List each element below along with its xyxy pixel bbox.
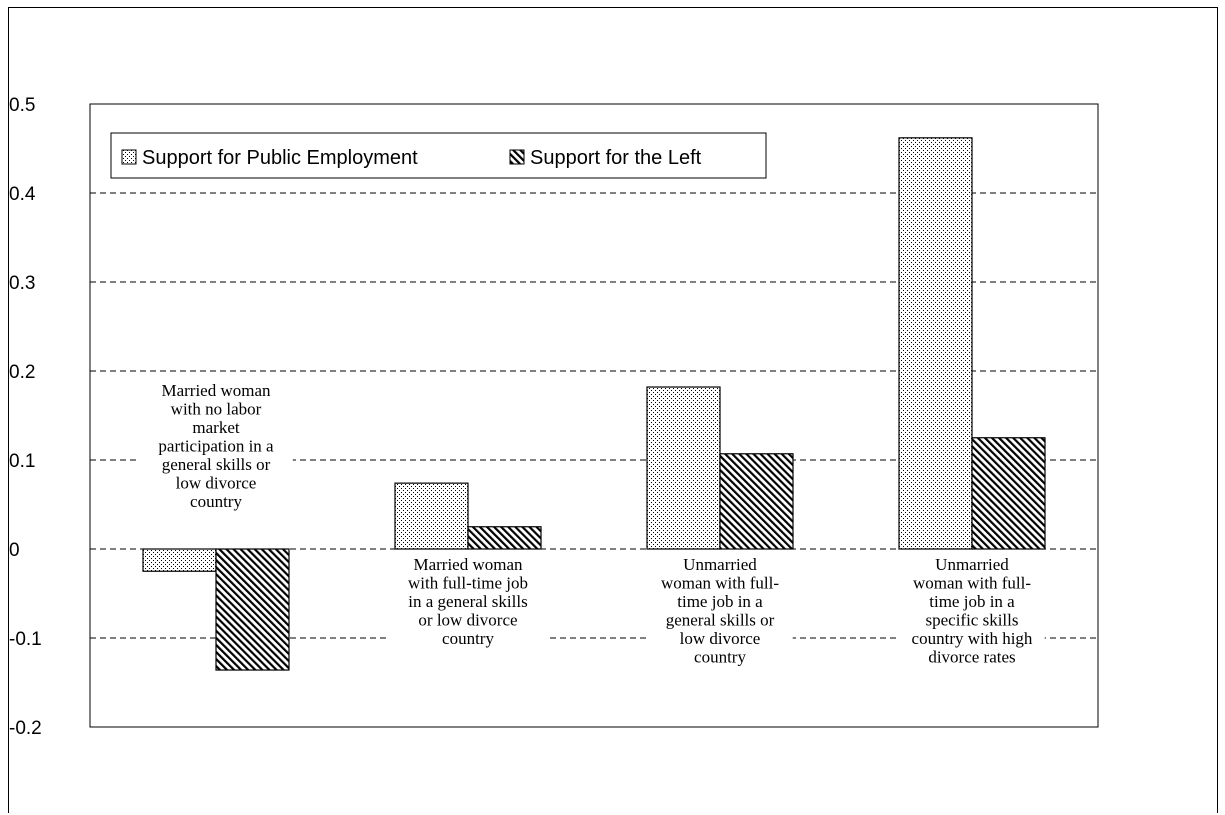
category-label-line: Unmarried [935,555,1009,574]
y-tick-label: 0.5 [9,95,35,116]
category-label-line: specific skills [925,611,1018,630]
y-axis-tick-labels: -0.2 -0.1 0 0.1 0.2 0.3 0.4 0.5 [9,95,42,739]
category-label-line: time job in a [929,592,1015,611]
y-tick-label: 0.3 [9,273,35,294]
category-label-line: woman with full- [661,574,779,593]
category-label-line: with no labor [171,400,262,419]
bars [142,137,1046,671]
category-label-line: Unmarried [683,555,757,574]
category-label-line: time job in a [677,592,763,611]
category-label-bg [139,381,293,515]
category-label-line: Married woman [161,381,271,400]
category-label-line: country [442,629,494,648]
bar-series-2-cat-3 [719,453,794,550]
category-label-line: market [192,418,239,437]
category-label-line: participation in a [158,437,274,456]
category-label-line: low divorce [680,629,761,648]
category-label-line: Married woman [413,555,523,574]
y-tick-label: -0.2 [9,718,42,739]
chart-frame: -0.2 -0.1 0 0.1 0.2 0.3 0.4 0.5 Married woman wi… [8,7,1218,813]
category-label-line: or low divorce [418,611,517,630]
category-label-line: country [694,648,746,667]
legend-swatch-left [509,149,525,165]
legend-box [110,132,767,179]
category-label-line: low divorce [176,474,257,493]
bar-chart: -0.2-0.100.10.20.30.40.5 Married womanwi… [9,95,1099,739]
category-label-line: country [190,492,242,511]
category-label-line: divorce rates [928,648,1015,667]
y-tick-label: 0 [9,540,20,561]
bar-series-2-cat-1 [215,548,290,671]
category-label-bg [647,555,793,670]
bar-series-2-cat-4 [971,437,1046,550]
category-label-bg [899,555,1045,670]
y-tick-label: 0.4 [9,184,36,205]
legend: Support for Public Employment Support fo… [110,132,767,179]
category-label-line: country with high [912,629,1033,648]
legend-label-public-employment: Support for Public Employment [142,147,418,169]
bar-series-2-cat-2 [467,526,542,550]
category-label-line: general skills or [162,455,271,474]
bar-series-1-cat-4 [898,137,973,550]
bar-series-1-cat-1 [142,548,217,572]
legend-swatch-public-employment [121,149,137,165]
legend-label-left: Support for the Left [530,147,702,169]
bar-series-1-cat-3 [646,386,721,550]
bar-series-1-cat-2 [394,482,469,550]
category-label-line: in a general skills [408,592,527,611]
y-tick-label: 0.2 [9,362,35,383]
category-label-line: general skills or [666,611,775,630]
category-label-line: with full-time job [408,574,528,593]
y-tick-label: -0.1 [9,629,42,650]
category-label-bg [387,555,549,652]
category-label-line: woman with full- [913,574,1031,593]
y-tick-label: 0.1 [9,451,35,472]
